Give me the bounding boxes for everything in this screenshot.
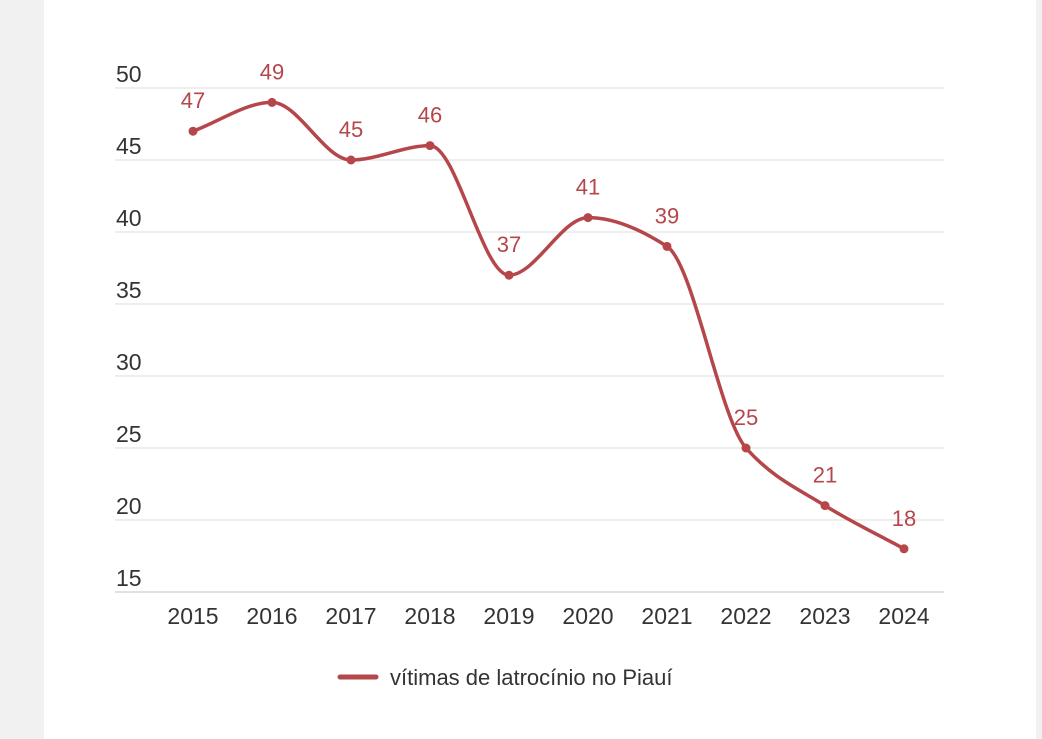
y-tick-label-20: 20 xyxy=(116,493,142,519)
y-tick-label-50: 50 xyxy=(116,61,142,87)
x-tick-label-2018: 2018 xyxy=(404,603,455,629)
x-tick-label-2023: 2023 xyxy=(799,603,850,629)
x-tick-label-2016: 2016 xyxy=(246,603,297,629)
y-tick-label-25: 25 xyxy=(116,421,142,447)
y-tick-label-30: 30 xyxy=(116,349,142,375)
x-tick-label-2021: 2021 xyxy=(641,603,692,629)
data-point-2017 xyxy=(346,155,356,165)
data-point-2021 xyxy=(662,241,672,251)
x-tick-label-2024: 2024 xyxy=(878,603,929,629)
y-axis-ticks: 50 45 40 35 30 25 20 15 xyxy=(116,61,142,591)
data-point-2022 xyxy=(741,443,751,453)
data-label-2022: 25 xyxy=(734,405,758,430)
data-labels: 47 49 45 46 37 41 39 25 21 18 xyxy=(181,59,916,530)
data-point-2015 xyxy=(188,126,198,136)
data-label-2020: 41 xyxy=(576,175,600,200)
data-label-2019: 37 xyxy=(497,232,521,257)
data-label-2015: 47 xyxy=(181,88,205,113)
data-label-2021: 39 xyxy=(655,203,679,228)
data-label-2024: 18 xyxy=(892,506,916,531)
y-tick-label-15: 15 xyxy=(116,565,142,591)
y-tick-label-35: 35 xyxy=(116,277,142,303)
data-points xyxy=(188,97,909,554)
x-tick-label-2020: 2020 xyxy=(562,603,613,629)
x-tick-label-2015: 2015 xyxy=(167,603,218,629)
data-point-2023 xyxy=(820,501,830,511)
data-point-2019 xyxy=(504,270,514,280)
data-label-2016: 49 xyxy=(260,59,284,84)
y-tick-label-40: 40 xyxy=(116,205,142,231)
data-point-2016 xyxy=(267,97,277,107)
legend: vítimas de latrocínio no Piauí xyxy=(337,665,672,690)
data-point-2018 xyxy=(425,141,435,151)
x-tick-label-2017: 2017 xyxy=(325,603,376,629)
x-tick-label-2019: 2019 xyxy=(483,603,534,629)
x-tick-label-2022: 2022 xyxy=(720,603,771,629)
data-label-2018: 46 xyxy=(418,103,442,128)
data-label-2023: 21 xyxy=(813,463,837,488)
gridlines xyxy=(115,87,944,593)
x-axis-ticks: 2015 2016 2017 2018 2019 2020 2021 2022 2023 2024 xyxy=(167,603,929,629)
data-point-2020 xyxy=(583,213,593,223)
legend-label: vítimas de latrocínio no Piauí xyxy=(390,665,672,690)
data-point-2024 xyxy=(899,544,909,554)
series-line xyxy=(191,100,906,551)
y-tick-label-45: 45 xyxy=(116,133,142,159)
data-label-2017: 45 xyxy=(339,117,363,142)
